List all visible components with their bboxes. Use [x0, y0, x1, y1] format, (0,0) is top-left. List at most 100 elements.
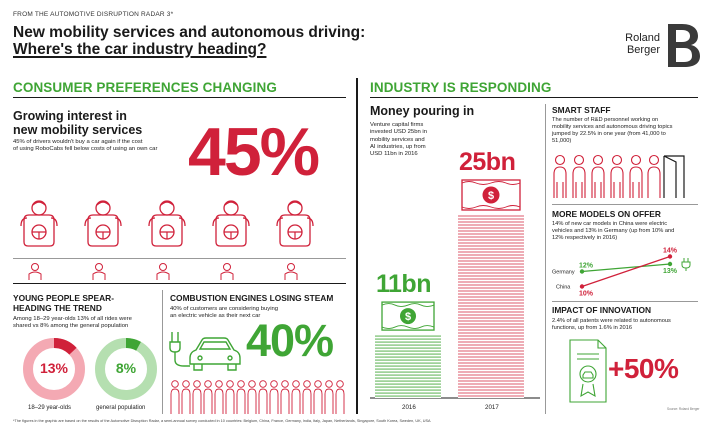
- electric-car-icon: [169, 332, 241, 371]
- series-germany-start-point: [579, 269, 585, 274]
- series-china-line: [581, 255, 671, 288]
- money-year-2017: 2017: [485, 404, 499, 411]
- series-germany-end-point: [667, 261, 673, 267]
- staff-text-line-1: The number of R&D personnel working on: [552, 117, 659, 123]
- young-heading-line-1: YOUNG PEOPLE SPEAR-: [13, 293, 114, 303]
- source-note: Source: Roland Berger: [667, 407, 700, 411]
- series-germany-start-label: 12%: [579, 263, 594, 270]
- combustion-people-icon: [170, 380, 345, 415]
- innovation-text-line-1: 2.4% of all patents were related to auto…: [552, 318, 671, 324]
- donut-young-value: 13%: [39, 360, 69, 376]
- growing-text: 45% of drivers wouldn't buy a car again …: [13, 139, 157, 154]
- donut-young-label: 18–29 year-olds: [28, 405, 72, 411]
- combustion-text-line-2: an electric vehicle as their next car: [170, 313, 261, 320]
- combustion-text-line-1: 40% of customers are considering buying: [170, 306, 279, 312]
- young-text-line-1: Among 18–29 year-olds 13% of all rides w…: [13, 316, 132, 322]
- donut-general: 8%: [94, 337, 158, 401]
- people-row: [13, 262, 346, 280]
- money-heading: Money pouring in: [370, 104, 475, 118]
- donut-general-arc: [125, 338, 141, 351]
- growing-heading-line-2: new mobility services: [13, 123, 143, 137]
- series-china-end-point: [667, 254, 673, 259]
- donut-general-chart: [95, 338, 157, 400]
- donut-general-label: general population: [96, 405, 146, 411]
- consumer-divider: [13, 97, 346, 98]
- young-combustion-divider: [162, 290, 163, 414]
- series-germany-line: [581, 263, 671, 273]
- growing-heading-line-1: Growing interest in: [13, 109, 127, 123]
- donut-young: 13%: [22, 337, 86, 401]
- plug-icon: [681, 258, 691, 271]
- models-heading: MORE MODELS ON OFFER: [552, 209, 661, 219]
- combustion-people: [170, 380, 346, 415]
- models-chart: Germany China 12% 13% 10% 14%: [552, 248, 691, 298]
- title-line-1: New mobility services and autonomous dri…: [13, 24, 366, 41]
- young-heading-line-2: HEADING THE TREND: [13, 302, 102, 313]
- growing-heading: Growing interest in new mobility service…: [13, 109, 142, 137]
- donut-young-chart: [23, 338, 85, 400]
- consumer-section-title: CONSUMER PREFERENCES CHANGING: [13, 80, 277, 95]
- series-china-end-label: 14%: [663, 248, 678, 255]
- driver-icons: [13, 190, 346, 252]
- donut-general-value: 8%: [115, 360, 137, 376]
- robocab-drivers-icon: [20, 200, 314, 247]
- combustion-value: 40%: [246, 315, 334, 366]
- money-bar-2017: $: [458, 179, 524, 398]
- staff-people-icon: [553, 154, 685, 198]
- models-text-line-1: 14% of new car models in China were elec…: [552, 221, 668, 227]
- logo-text: Roland Berger: [612, 32, 660, 56]
- title-line-2: Where's the car industry heading?: [13, 41, 267, 58]
- innovation-text: 2.4% of all patents were related to auto…: [552, 318, 671, 332]
- money-bar-2017-fill: [458, 180, 524, 398]
- money-bar-2016-stripes: [375, 335, 441, 397]
- money-text: Venture capital firms invested USD 25bn …: [370, 122, 427, 158]
- people-row-icon: [28, 263, 298, 280]
- logo-mark-icon: [668, 24, 700, 67]
- industry-section-title: INDUSTRY IS RESPONDING: [370, 80, 552, 95]
- money-bars: $ $: [370, 179, 540, 399]
- money-text-line-3: mobility services and: [370, 136, 425, 143]
- money-text-line-5: USD 11bn in 2016: [370, 151, 418, 158]
- money-text-line-2: invested USD 25bn in: [370, 129, 427, 136]
- footnote: *The figures in the graphic are based on…: [13, 419, 431, 423]
- innovation-value: +50%: [608, 353, 679, 384]
- series-germany-name: Germany: [552, 270, 575, 276]
- combustion-heading: COMBUSTION ENGINES LOSING STEAM: [170, 293, 334, 303]
- door-icon: [663, 155, 685, 198]
- money-text-line-4: AI industries, up from: [370, 143, 426, 150]
- young-heading: YOUNG PEOPLE SPEAR- HEADING THE TREND: [13, 293, 114, 314]
- young-text-line-2: shared vs 8% among the general populatio…: [13, 323, 129, 330]
- consumer-subdivider: [13, 283, 346, 284]
- models-divider: [552, 301, 698, 302]
- dollar-sign-icon: $: [488, 190, 494, 202]
- money-text-line-1: Venture capital firms: [370, 122, 424, 128]
- logo-line-1: Roland: [625, 32, 660, 44]
- money-value-2017: 25bn: [459, 148, 516, 176]
- series-china-name: China: [556, 285, 571, 291]
- money-value-2016: 11bn: [376, 270, 431, 299]
- young-text: Among 18–29 year-olds 13% of all rides w…: [13, 316, 132, 331]
- money-bill-2016: $: [381, 301, 435, 331]
- staff-text-line-3: jumped by 22.5% in one year (from 41,000…: [552, 131, 666, 137]
- staff-text-line-4: 51,000): [552, 138, 572, 144]
- page-title: New mobility services and autonomous dri…: [13, 24, 413, 58]
- models-text: 14% of new car models in China were elec…: [552, 221, 674, 242]
- innovation-text-line-2: functions, up from 1.6% in 2016: [552, 325, 632, 331]
- dollar-sign-icon: $: [405, 311, 411, 323]
- innovation-heading: IMPACT OF INNOVATION: [552, 305, 652, 315]
- money-bar-2016: $: [375, 301, 441, 398]
- models-text-line-3: 12% respectively in 2016): [552, 235, 618, 241]
- staff-divider: [552, 204, 698, 205]
- models-text-line-2: vehicles and 13% in Germany (up from 10%…: [552, 228, 675, 234]
- industry-divider: [370, 97, 698, 98]
- growing-text-line-1: 45% of drivers wouldn't buy a car again …: [13, 139, 143, 145]
- staff-text-line-2: mobility services and autonomous driving…: [552, 124, 673, 130]
- eyebrow: FROM THE AUTOMOTIVE DISRUPTION RADAR 3*: [13, 11, 174, 18]
- series-china-start-point: [579, 284, 585, 289]
- combustion-text: 40% of customers are considering buying …: [170, 306, 278, 321]
- donut-young-arc: [53, 338, 77, 355]
- money-bill-2017: $: [461, 179, 521, 211]
- series-germany-end-label: 13%: [663, 268, 678, 275]
- section-divider: [356, 78, 358, 414]
- growing-value: 45%: [188, 114, 320, 190]
